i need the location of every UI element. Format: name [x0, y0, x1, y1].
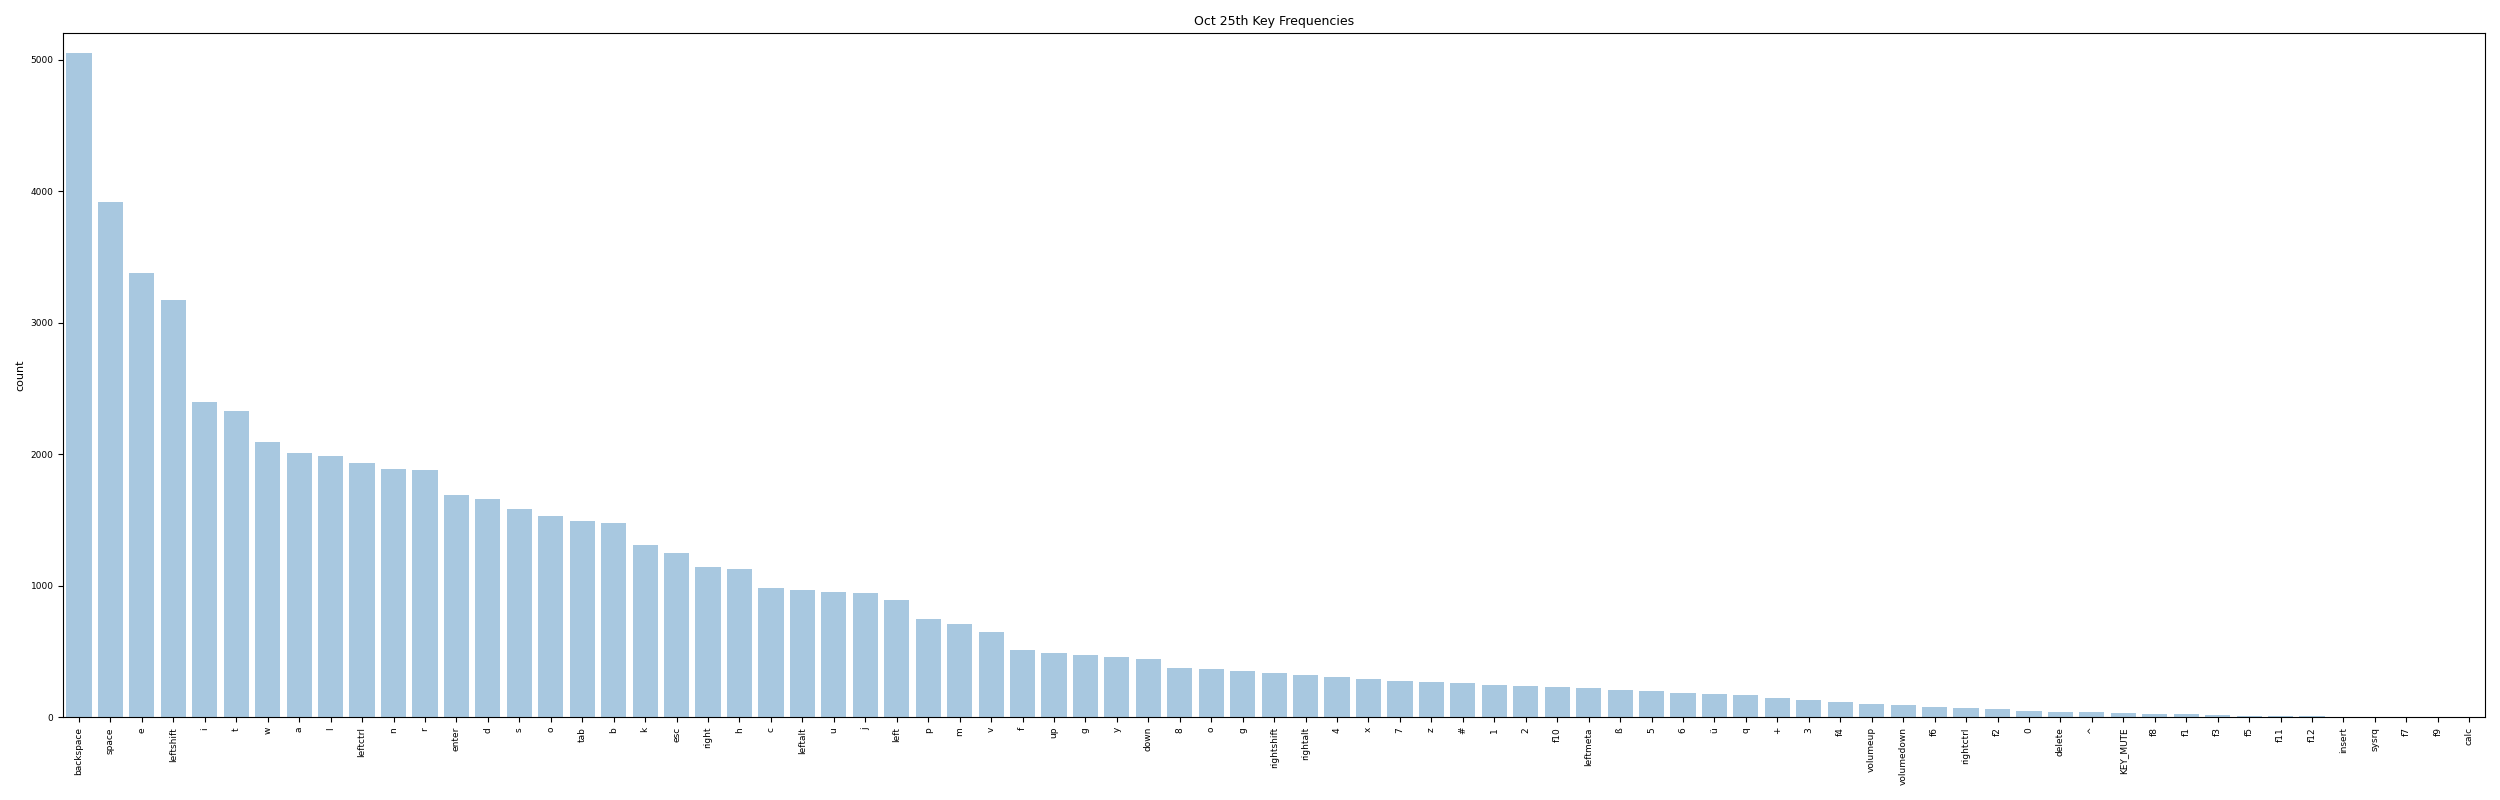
Bar	[1292, 674, 1318, 718]
Bar	[2205, 715, 2230, 718]
Bar	[853, 593, 878, 718]
Bar	[1262, 674, 1288, 718]
Bar	[1135, 658, 1160, 718]
Bar	[1512, 686, 1538, 718]
Bar	[600, 522, 625, 718]
Bar	[192, 402, 218, 718]
Bar	[978, 632, 1002, 718]
Bar	[222, 411, 250, 718]
Title: Oct 25th Key Frequencies: Oct 25th Key Frequencies	[1195, 15, 1355, 28]
Bar	[1890, 706, 1915, 718]
Bar	[1482, 685, 1508, 718]
Bar	[665, 553, 690, 718]
Bar	[2142, 714, 2168, 718]
Bar	[98, 202, 122, 718]
Bar	[1828, 702, 1852, 718]
Bar	[2300, 716, 2325, 718]
Bar	[1198, 670, 1225, 718]
Bar	[1355, 679, 1380, 718]
Bar	[1922, 706, 1948, 718]
Bar	[288, 453, 312, 718]
Bar	[1985, 710, 2010, 718]
Bar	[2238, 715, 2262, 718]
Bar	[1545, 687, 1570, 718]
Bar	[1952, 708, 1978, 718]
Bar	[255, 442, 280, 718]
Bar	[1703, 694, 1728, 718]
Bar	[1575, 688, 1600, 718]
Bar	[318, 455, 342, 718]
Bar	[1608, 690, 1632, 718]
Bar	[728, 569, 752, 718]
Bar	[885, 600, 910, 718]
Bar	[160, 300, 185, 718]
Bar	[1795, 701, 1822, 718]
Bar	[1325, 677, 1350, 718]
Bar	[1860, 704, 1885, 718]
Bar	[1010, 650, 1035, 718]
Bar	[695, 567, 720, 718]
Bar	[68, 53, 92, 718]
Bar	[1230, 670, 1255, 718]
Bar	[790, 590, 815, 718]
Bar	[820, 592, 848, 718]
Bar	[350, 463, 375, 718]
Bar	[2080, 712, 2105, 718]
Bar	[2110, 713, 2135, 718]
Y-axis label: count: count	[15, 359, 25, 391]
Bar	[1105, 658, 1130, 718]
Bar	[1670, 693, 1695, 718]
Bar	[445, 495, 470, 718]
Bar	[475, 499, 500, 718]
Bar	[2018, 710, 2042, 718]
Bar	[1765, 698, 1790, 718]
Bar	[1072, 655, 1098, 718]
Bar	[1732, 695, 1757, 718]
Bar	[508, 510, 532, 718]
Bar	[1450, 683, 1475, 718]
Bar	[1042, 653, 1068, 718]
Bar	[130, 273, 155, 718]
Bar	[380, 469, 405, 718]
Bar	[1388, 681, 1412, 718]
Bar	[2172, 714, 2200, 718]
Bar	[632, 545, 658, 718]
Bar	[758, 588, 782, 718]
Bar	[538, 516, 562, 718]
Bar	[570, 522, 595, 718]
Bar	[915, 618, 940, 718]
Bar	[2268, 716, 2292, 718]
Bar	[1640, 691, 1665, 718]
Bar	[2047, 712, 2072, 718]
Bar	[1420, 682, 1445, 718]
Bar	[1168, 668, 1192, 718]
Bar	[412, 470, 437, 718]
Bar	[948, 624, 972, 718]
